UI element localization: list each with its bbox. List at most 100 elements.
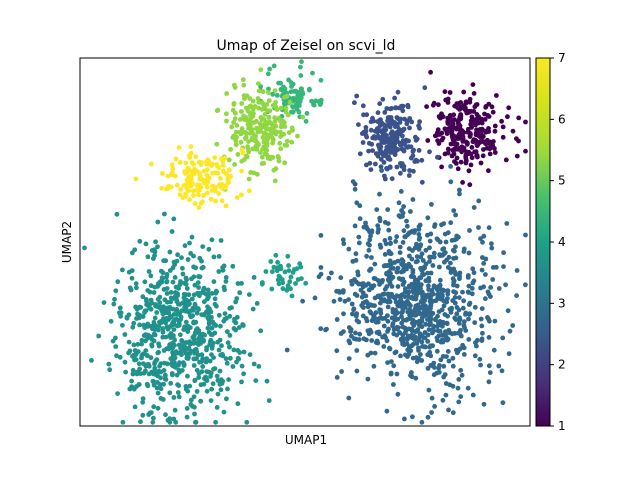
scatter-point xyxy=(413,259,419,265)
scatter-point xyxy=(217,368,223,374)
scatter-point xyxy=(154,385,160,391)
scatter-point xyxy=(431,254,437,260)
colorbar-tick-label: 6 xyxy=(558,112,566,126)
scatter-point xyxy=(377,242,383,248)
colorbar-tick-label: 1 xyxy=(558,419,566,433)
scatter-point xyxy=(174,182,180,188)
scatter-point xyxy=(375,293,381,299)
scatter-point xyxy=(379,140,385,145)
scatter-point xyxy=(416,148,422,153)
scatter-point xyxy=(398,189,404,194)
scatter-point xyxy=(89,358,94,363)
scatter-point xyxy=(435,284,441,290)
scatter-point xyxy=(446,407,451,413)
scatter-point xyxy=(434,236,440,242)
scatter-point xyxy=(195,290,200,296)
scatter-point xyxy=(353,336,359,342)
scatter-point xyxy=(439,164,444,170)
scatter-point xyxy=(272,124,277,129)
scatter-point xyxy=(441,303,447,309)
scatter-point xyxy=(246,139,252,144)
scatter-point xyxy=(113,344,119,349)
scatter-point xyxy=(409,312,415,318)
scatter-point xyxy=(185,329,191,334)
scatter-point xyxy=(461,246,467,252)
scatter-point xyxy=(274,268,280,274)
scatter-point xyxy=(154,310,160,315)
scatter-point xyxy=(384,106,390,111)
scatter-point xyxy=(185,257,191,262)
scatter-point xyxy=(140,399,146,405)
scatter-point xyxy=(149,343,155,349)
scatter-point xyxy=(196,340,202,345)
scatter-point xyxy=(296,91,302,96)
scatter-point xyxy=(168,331,174,336)
scatter-point xyxy=(201,299,207,305)
scatter-point xyxy=(394,293,400,299)
scatter-point xyxy=(318,326,324,332)
scatter-point xyxy=(207,341,213,346)
scatter-point xyxy=(439,137,445,143)
scatter-point xyxy=(178,314,184,320)
scatter-point xyxy=(461,89,467,95)
scatter-point xyxy=(469,114,475,120)
scatter-point xyxy=(396,213,402,219)
scatter-point xyxy=(211,254,217,260)
scatter-point xyxy=(135,341,141,347)
scatter-point xyxy=(505,114,510,120)
scatter-point xyxy=(246,125,252,131)
scatter-point xyxy=(368,266,374,272)
scatter-point xyxy=(229,124,235,130)
scatter-point xyxy=(241,82,247,88)
scatter-point xyxy=(389,134,394,140)
scatter-point xyxy=(191,193,196,198)
scatter-point xyxy=(395,130,401,136)
scatter-point xyxy=(399,161,405,167)
scatter-point xyxy=(225,386,230,392)
scatter-point xyxy=(272,119,278,124)
scatter-point xyxy=(487,370,493,375)
scatter-point xyxy=(341,311,346,317)
scatter-point xyxy=(356,122,361,127)
scatter-point xyxy=(466,290,472,295)
scatter-point xyxy=(435,328,441,334)
scatter-point xyxy=(160,270,166,276)
scatter-point xyxy=(181,295,187,301)
scatter-point xyxy=(407,125,412,131)
scatter-point xyxy=(204,345,210,350)
scatter-point xyxy=(405,316,410,322)
scatter-point xyxy=(374,338,380,344)
scatter-point xyxy=(205,287,211,293)
scatter-point xyxy=(139,355,144,361)
scatter-point xyxy=(477,356,483,362)
scatter-point xyxy=(405,144,410,150)
scatter-point xyxy=(422,85,428,91)
scatter-point xyxy=(144,353,150,358)
scatter-point xyxy=(120,322,125,328)
scatter-point xyxy=(242,136,248,141)
scatter-point xyxy=(220,159,226,164)
scatter-point xyxy=(338,275,344,281)
scatter-point xyxy=(481,401,487,407)
scatter-point xyxy=(483,104,489,109)
scatter-point xyxy=(352,186,358,192)
scatter-point xyxy=(197,331,202,336)
scatter-point xyxy=(471,270,477,276)
scatter-point xyxy=(372,303,377,309)
scatter-point xyxy=(239,126,245,131)
scatter-point xyxy=(133,357,139,362)
scatter-point xyxy=(441,363,447,369)
scatter-point xyxy=(425,215,431,221)
scatter-point xyxy=(178,187,184,192)
scatter-point xyxy=(242,96,247,102)
scatter-point xyxy=(400,108,406,114)
scatter-point xyxy=(456,136,462,141)
scatter-point xyxy=(514,268,520,273)
scatter-point xyxy=(435,295,441,301)
scatter-point xyxy=(382,315,388,321)
scatter-point xyxy=(127,348,133,354)
scatter-point xyxy=(453,244,458,250)
scatter-point xyxy=(192,282,198,288)
scatter-point xyxy=(449,238,455,243)
scatter-point xyxy=(280,286,286,291)
